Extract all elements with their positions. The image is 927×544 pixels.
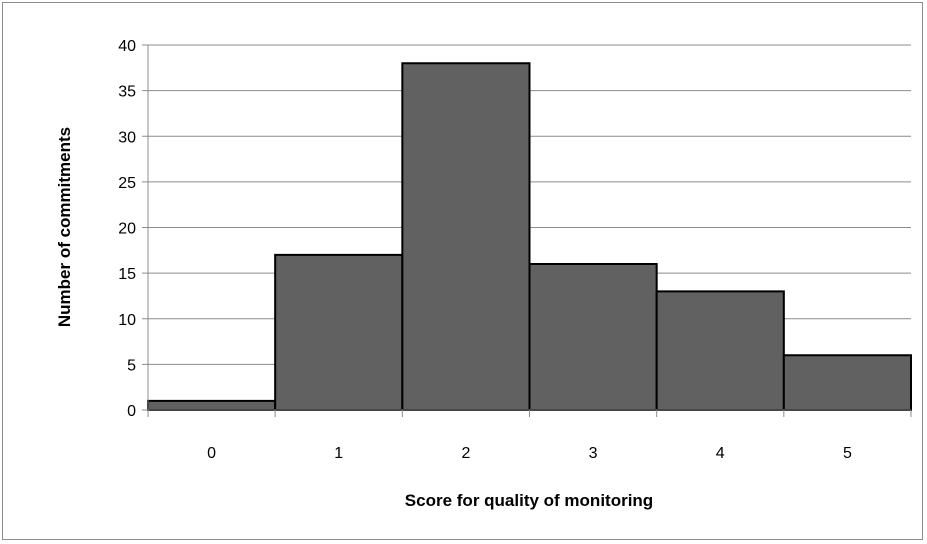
bar — [528, 263, 658, 411]
bar — [782, 354, 912, 411]
y-tick-labels: 0 5 10 15 20 25 30 35 40 — [118, 38, 148, 420]
y-tick-label: 5 — [127, 357, 136, 374]
y-tick-label: 20 — [118, 221, 136, 238]
y-tick-label: 10 — [118, 312, 136, 329]
y-tick-label: 15 — [118, 266, 136, 283]
y-tick-label: 25 — [118, 175, 136, 192]
bar — [655, 290, 785, 411]
y-tick-label: 40 — [118, 38, 136, 55]
bar — [274, 253, 404, 411]
x-tick-label: 3 — [589, 445, 598, 462]
bar — [147, 399, 277, 411]
x-tick-labels: 0 1 2 3 4 5 — [147, 410, 912, 462]
x-axis-title: Score for quality of monitoring — [405, 491, 653, 510]
x-tick-label: 5 — [843, 445, 852, 462]
bar — [401, 62, 531, 411]
x-tick-label: 0 — [207, 445, 216, 462]
bars — [147, 62, 912, 411]
x-tick-label: 2 — [461, 445, 470, 462]
x-tick-label: 1 — [334, 445, 343, 462]
x-tick-label: 4 — [716, 445, 725, 462]
y-axis-title: Number of commitments — [55, 127, 74, 327]
y-tick-label: 30 — [118, 129, 136, 146]
y-tick-label: 35 — [118, 84, 136, 101]
y-tick-label: 0 — [127, 403, 136, 420]
